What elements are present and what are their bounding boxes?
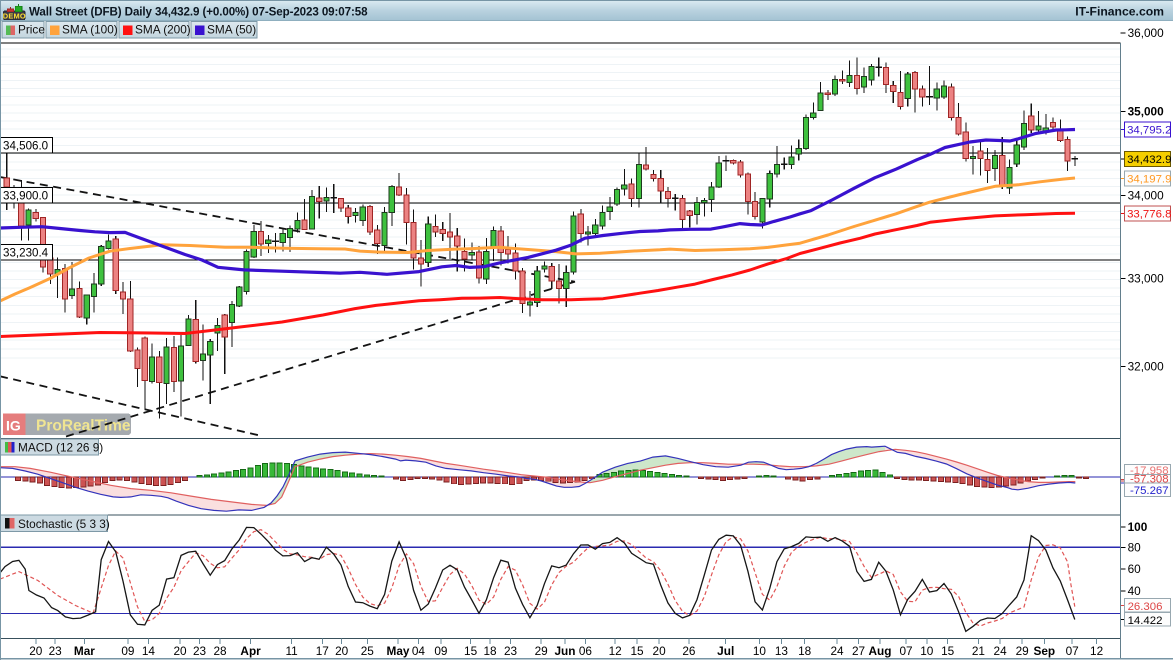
svg-text:06: 06	[579, 644, 593, 658]
svg-text:ProRealTime: ProRealTime	[36, 418, 131, 435]
svg-text:21: 21	[972, 644, 985, 658]
svg-text:IG: IG	[6, 418, 21, 434]
svg-text:Price: Price	[18, 23, 45, 37]
svg-text:SMA (100): SMA (100)	[62, 23, 118, 37]
svg-text:-75.267: -75.267	[1130, 485, 1169, 497]
svg-text:27: 27	[852, 644, 865, 658]
svg-text:33,000: 33,000	[1128, 272, 1165, 286]
svg-text:28: 28	[213, 644, 227, 658]
svg-text:33,230.4: 33,230.4	[3, 246, 49, 259]
svg-text:Apr: Apr	[240, 644, 261, 658]
svg-text:Stochastic (5 3 3): Stochastic (5 3 3)	[18, 517, 110, 531]
svg-text:10: 10	[753, 644, 767, 658]
svg-text:34,197.9: 34,197.9	[1127, 173, 1171, 185]
svg-text:04: 04	[412, 644, 426, 658]
svg-text:32,000: 32,000	[1128, 360, 1165, 374]
svg-text:26.306: 26.306	[1128, 601, 1163, 613]
svg-text:35,000: 35,000	[1128, 105, 1165, 119]
svg-text:14.422: 14.422	[1128, 615, 1163, 627]
svg-text:100: 100	[1128, 520, 1148, 534]
svg-text:-17.958: -17.958	[1130, 465, 1169, 477]
svg-text:20: 20	[173, 644, 187, 658]
svg-text:15: 15	[464, 644, 478, 658]
svg-text:26: 26	[682, 644, 696, 658]
svg-text:23: 23	[193, 644, 207, 658]
svg-text:34,795.2: 34,795.2	[1127, 124, 1171, 136]
svg-text:29: 29	[1016, 644, 1029, 658]
svg-text:15: 15	[630, 644, 644, 658]
svg-text:34,000: 34,000	[1128, 189, 1165, 203]
svg-text:07: 07	[899, 644, 912, 658]
svg-text:24: 24	[994, 644, 1008, 658]
svg-text:SMA (200): SMA (200)	[135, 23, 191, 37]
svg-text:12: 12	[1090, 644, 1103, 658]
svg-text:Aug: Aug	[869, 644, 892, 658]
svg-text:DEMO: DEMO	[3, 11, 26, 20]
svg-text:07: 07	[1066, 644, 1079, 658]
svg-text:36,000: 36,000	[1128, 26, 1165, 40]
svg-text:14: 14	[142, 644, 156, 658]
svg-text:10: 10	[920, 644, 934, 658]
svg-text:Jun: Jun	[555, 644, 576, 658]
svg-text:80: 80	[1128, 541, 1142, 555]
svg-text:SMA (50): SMA (50)	[207, 23, 256, 37]
svg-text:13: 13	[775, 644, 789, 658]
svg-text:40: 40	[1128, 584, 1142, 598]
svg-text:34,432.9: 34,432.9	[1127, 154, 1171, 166]
svg-text:Wall Street (DFB) Daily 34,432: Wall Street (DFB) Daily 34,432.9 (+0.00%…	[29, 6, 368, 19]
svg-text:20: 20	[653, 644, 667, 658]
svg-text:09: 09	[121, 644, 134, 658]
svg-text:Mar: Mar	[74, 644, 95, 658]
svg-text:Sep: Sep	[1033, 644, 1055, 658]
svg-text:33,900.0: 33,900.0	[3, 190, 48, 203]
svg-text:18: 18	[483, 644, 497, 658]
svg-text:34,506.0: 34,506.0	[3, 139, 48, 152]
svg-text:17: 17	[316, 644, 329, 658]
svg-text:29: 29	[535, 644, 548, 658]
svg-text:24: 24	[830, 644, 844, 658]
svg-text:11: 11	[285, 644, 297, 658]
svg-text:May: May	[387, 644, 410, 658]
svg-text:IT-Finance.com: IT-Finance.com	[1075, 5, 1164, 19]
svg-text:33,776.8: 33,776.8	[1127, 209, 1171, 221]
svg-text:09: 09	[434, 644, 447, 658]
svg-text:Jul: Jul	[717, 644, 734, 658]
svg-text:12: 12	[609, 644, 622, 658]
svg-text:18: 18	[798, 644, 812, 658]
svg-text:60: 60	[1128, 562, 1142, 576]
svg-text:23: 23	[49, 644, 63, 658]
svg-text:MACD (12 26 9): MACD (12 26 9)	[18, 441, 103, 455]
svg-text:23: 23	[504, 644, 518, 658]
svg-text:20: 20	[335, 644, 349, 658]
svg-text:15: 15	[941, 644, 955, 658]
svg-text:25: 25	[361, 644, 375, 658]
svg-text:20: 20	[29, 644, 43, 658]
